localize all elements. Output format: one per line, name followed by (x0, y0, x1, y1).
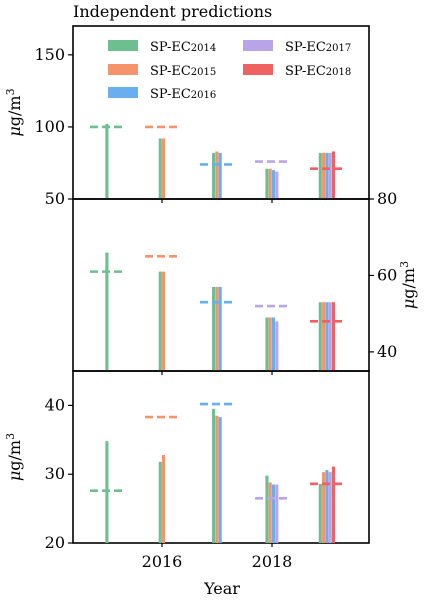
bar-2015-2018 (268, 168, 272, 199)
bar-2017-2018 (275, 484, 279, 543)
bar-2014-2015 (105, 441, 109, 543)
x-tick-label: 2016 (142, 552, 183, 571)
bar-2017-2019 (328, 302, 332, 371)
legend-label-2015: SP-EC2015 (150, 64, 216, 79)
legend-swatch-2016 (108, 87, 138, 98)
bar-2016-2019 (325, 302, 329, 371)
y-tick-label: 60 (377, 265, 397, 284)
y-axis-label: μg/m3 (4, 88, 25, 136)
bar-2014-2016 (158, 271, 162, 371)
y-tick-label: 100 (34, 117, 65, 136)
y-tick-label: 30 (45, 464, 65, 483)
bar-2014-2019 (318, 302, 322, 371)
bar-2015-2016 (162, 271, 166, 371)
bar-2014-2019 (318, 483, 322, 543)
bar-2015-2019 (322, 302, 326, 371)
y-axis-label: μg/m3 (398, 261, 419, 309)
bar-2015-2016 (162, 138, 166, 199)
y-axis-label: μg/m3 (4, 433, 25, 481)
bar-2017-2018 (275, 321, 279, 371)
y-tick-label: 20 (45, 533, 65, 552)
bar-2016-2019 (325, 152, 329, 199)
legend-swatch-2017 (243, 40, 273, 51)
bar-2016-2018 (272, 317, 276, 371)
legend-swatch-2014 (108, 40, 138, 51)
bar-2017-2019 (328, 472, 332, 543)
bar-2016-2018 (272, 484, 276, 543)
bar-2018-2019 (331, 302, 336, 371)
bar-2014-2018 (265, 475, 269, 543)
bar-2014-2018 (265, 168, 269, 199)
legend-label-2017: SP-EC2017 (285, 40, 351, 55)
bar-2014-2019 (318, 152, 322, 199)
legend: SP-EC2014 SP-EC2015 SP-EC2016 SP-EC2017 SP-E… (108, 40, 351, 102)
bar-2016-2017 (218, 286, 222, 371)
bar-2014-2016 (158, 461, 162, 543)
bar-2015-2016 (162, 454, 166, 543)
bar-2016-2017 (218, 417, 222, 543)
bar-2017-2018 (275, 171, 279, 199)
bar-2015-2019 (322, 472, 326, 543)
bar-2015-2017 (215, 286, 219, 371)
panel-3: 20 30 40 μg/m3 2016 2018 (4, 370, 370, 571)
bar-2014-2015 (105, 252, 109, 371)
bar-2015-2017 (215, 415, 219, 543)
y-tick-label: 50 (45, 189, 65, 208)
y-tick-label: 150 (34, 45, 65, 64)
bar-2014-2017 (212, 152, 216, 199)
legend-label-2014: SP-EC2014 (150, 40, 216, 55)
bar-2015-2018 (268, 317, 272, 371)
bar-2014-2016 (158, 138, 162, 199)
x-tick-label: 2018 (252, 552, 293, 571)
legend-label-2018: SP-EC2018 (285, 64, 351, 79)
bar-2014-2015 (105, 124, 109, 199)
bar-2014-2018 (265, 317, 269, 371)
legend-swatch-2015 (108, 64, 138, 75)
bar-2018-2019 (331, 466, 336, 543)
y-tick-label: 40 (45, 395, 65, 414)
y-tick-label: 40 (377, 342, 397, 361)
bar-2016-2019 (325, 470, 329, 543)
y-tick-label: 80 (377, 189, 397, 208)
legend-swatch-2018 (243, 64, 273, 75)
chart-title: Independent predictions (73, 2, 272, 21)
bar-2018-2019 (331, 151, 336, 199)
bar-2014-2017 (212, 286, 216, 371)
bar-2016-2017 (218, 152, 222, 199)
bar-2015-2019 (322, 152, 326, 199)
bar-2015-2018 (268, 482, 272, 543)
x-axis-label: Year (203, 579, 240, 598)
bar-2016-2018 (272, 170, 276, 199)
panel-2: 40 60 80 μg/m3 (72, 189, 419, 375)
bar-2015-2017 (215, 151, 219, 199)
legend-label-2016: SP-EC2016 (150, 87, 216, 102)
bar-2014-2017 (212, 408, 216, 543)
bar-2017-2019 (328, 152, 332, 199)
